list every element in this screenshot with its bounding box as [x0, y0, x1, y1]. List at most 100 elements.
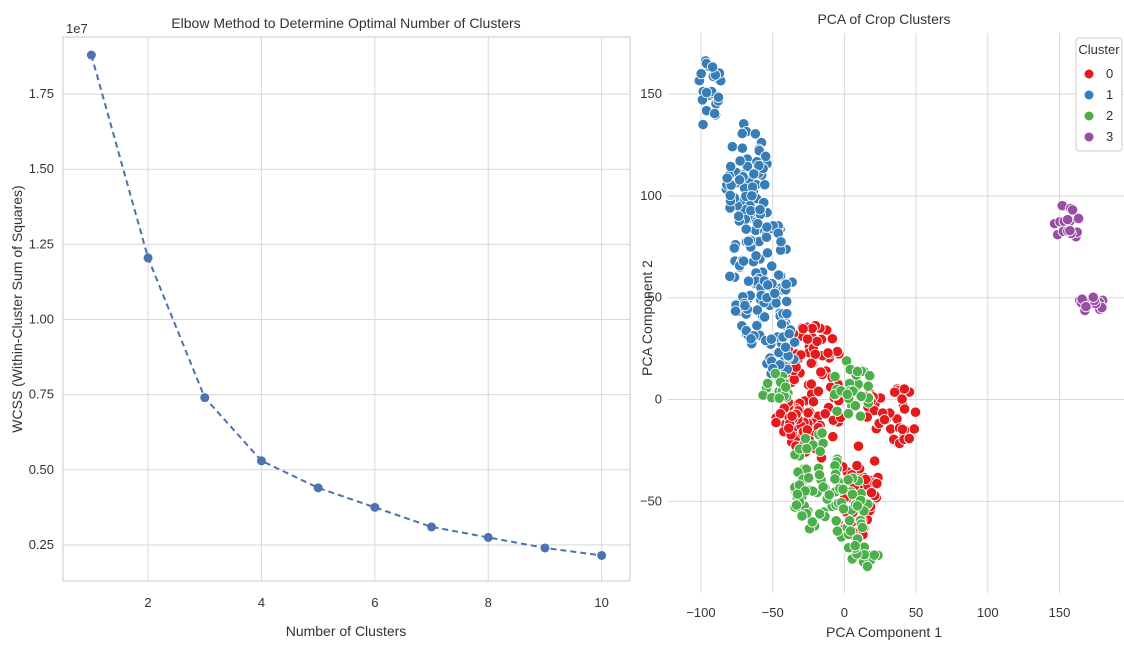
pca-point-cluster-2	[864, 370, 876, 382]
elbow-data-point	[86, 50, 96, 60]
pca-chart: PCA of Crop Clusters PCA Component 1 PCA…	[639, 11, 1124, 640]
pca-point-cluster-3	[1072, 212, 1085, 225]
pca-point-cluster-1	[773, 269, 785, 281]
pca-point-cluster-2	[855, 390, 867, 402]
pca-point-cluster-2	[831, 525, 843, 537]
pca-point-cluster-1	[726, 141, 738, 153]
pca-point-cluster-1	[729, 305, 742, 317]
pca-point-cluster-2	[773, 392, 785, 404]
pca-point-cluster-1	[780, 278, 792, 290]
pca-point-cluster-0	[869, 455, 881, 467]
pca-point-cluster-1	[725, 160, 737, 173]
pca-point-cluster-2	[843, 515, 856, 527]
elbow-y-tick-label: 1.75	[29, 86, 54, 101]
legend-items: 0 1 2 3	[1084, 66, 1113, 144]
pca-point-cluster-1	[700, 86, 713, 99]
pca-point-cluster-0	[815, 366, 827, 378]
legend-label-1: 1	[1106, 87, 1113, 102]
elbow-x-tick-label: 6	[371, 595, 378, 610]
pca-point-cluster-2	[814, 445, 826, 457]
pca-point-cluster-1	[745, 205, 757, 217]
pca-point-cluster-0	[878, 414, 891, 426]
pca-point-cluster-1	[736, 142, 748, 154]
pca-point-cluster-0	[770, 416, 782, 429]
pca-point-cluster-1	[750, 250, 762, 262]
legend-label-3: 3	[1106, 129, 1113, 144]
elbow-data-point	[200, 393, 210, 403]
pca-point-cluster-0	[826, 333, 838, 345]
elbow-data-point	[370, 502, 380, 512]
elbow-data-point	[427, 522, 437, 532]
pca-point-cluster-1	[697, 118, 709, 131]
elbow-ticks: 2 4 6 8 10 0.25 0.50 0.75 1.00 1.25 1.50 1.75	[29, 86, 609, 610]
pca-point-cluster-1	[721, 172, 733, 184]
pca-y-tick-label: 150	[640, 86, 662, 101]
pca-point-cluster-1	[742, 235, 754, 247]
elbow-grid	[63, 37, 630, 581]
elbow-scale-label: 1e7	[66, 21, 88, 36]
pca-point-cluster-0	[811, 335, 823, 347]
pca-point-cluster-1	[736, 127, 748, 140]
pca-point-cluster-2	[830, 515, 842, 527]
legend-marker-1	[1084, 90, 1094, 100]
pca-point-cluster-2	[814, 508, 826, 520]
legend-marker-3	[1084, 132, 1094, 142]
pca-point-cluster-1	[739, 299, 751, 312]
pca-point-cluster-1	[728, 242, 740, 254]
elbow-y-tick-label: 0.25	[29, 537, 54, 552]
pca-point-cluster-3	[1080, 301, 1092, 313]
pca-point-cluster-0	[865, 487, 878, 499]
pca-point-cluster-1	[783, 328, 795, 340]
pca-point-cluster-0	[797, 323, 809, 335]
elbow-data-point	[540, 543, 550, 553]
pca-point-cluster-0	[908, 423, 920, 435]
pca-point-cluster-0	[831, 345, 843, 358]
pca-point-cluster-1	[733, 174, 746, 186]
pca-point-cluster-1	[766, 260, 778, 272]
pca-y-tick-label: 50	[648, 290, 662, 305]
pca-x-tick-label: −100	[686, 605, 715, 620]
pca-point-cluster-3	[1064, 225, 1076, 237]
pca-point-cluster-1	[709, 107, 721, 120]
pca-point-cluster-2	[846, 488, 858, 500]
elbow-y-tick-label: 0.75	[29, 387, 54, 402]
pca-point-cluster-0	[805, 357, 817, 369]
pca-point-cluster-1	[760, 231, 773, 243]
pca-point-cluster-2	[868, 549, 880, 561]
pca-point-cluster-1	[695, 68, 707, 80]
pca-point-cluster-2	[849, 400, 861, 412]
pca-point-cluster-2	[861, 560, 874, 573]
pca-point-cluster-0	[909, 406, 922, 418]
pca-point-cluster-0	[805, 378, 817, 390]
pca-point-cluster-2	[841, 388, 853, 400]
pca-point-cluster-0	[807, 396, 820, 408]
pca-point-cluster-1	[765, 333, 777, 345]
pca-point-cluster-1	[780, 341, 792, 353]
pca-point-cluster-0	[812, 385, 825, 397]
legend-title: Cluster	[1078, 42, 1120, 57]
elbow-data-point	[313, 483, 323, 493]
pca-point-cluster-1	[788, 336, 801, 348]
pca-point-cluster-2	[856, 521, 868, 534]
pca-point-cluster-1	[745, 333, 757, 345]
pca-point-cluster-2	[831, 405, 843, 417]
pca-point-cluster-2	[829, 370, 841, 383]
pca-point-cluster-0	[801, 333, 814, 345]
pca-point-cluster-2	[813, 469, 826, 481]
pca-point-cluster-1	[746, 190, 758, 202]
elbow-series-line	[90, 54, 602, 557]
pca-point-cluster-0	[802, 407, 814, 419]
pca-point-cluster-1	[781, 295, 793, 308]
pca-point-cluster-1	[737, 255, 750, 267]
pca-point-cluster-0	[783, 422, 795, 434]
pca-point-cluster-2	[849, 540, 861, 552]
pca-point-cluster-0	[871, 478, 883, 490]
pca-point-cluster-1	[775, 236, 787, 248]
legend-marker-0	[1084, 69, 1094, 79]
pca-point-cluster-0	[903, 432, 915, 445]
elbow-x-tick-label: 10	[594, 595, 608, 610]
legend-box	[1075, 37, 1123, 152]
pca-point-cluster-2	[796, 510, 808, 522]
pca-point-cluster-0	[822, 347, 834, 359]
pca-point-cluster-1	[706, 61, 719, 73]
